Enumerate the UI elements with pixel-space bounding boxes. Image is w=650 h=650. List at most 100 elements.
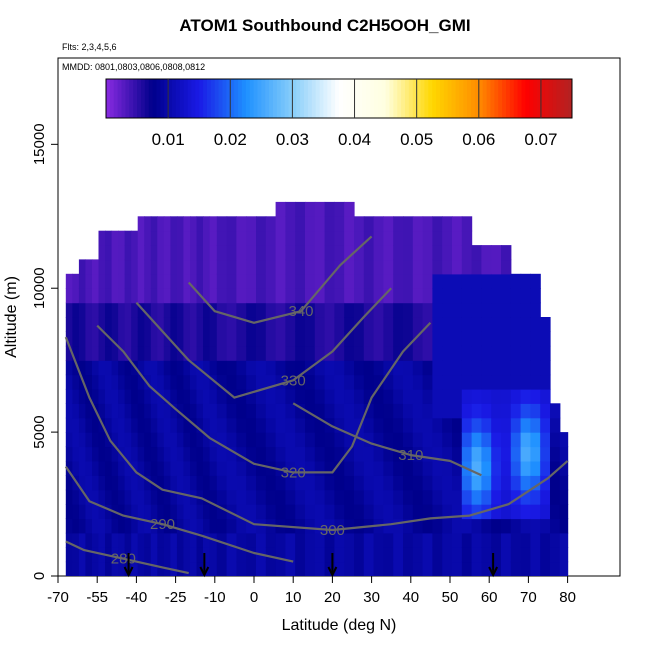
heatmap-cell (256, 489, 267, 505)
heatmap-cell (481, 302, 492, 318)
heatmap-cell (393, 489, 404, 505)
heatmap-cell (124, 460, 132, 476)
heatmap-cell (363, 273, 375, 289)
heatmap-cell (471, 504, 482, 520)
heatmap-cell (98, 388, 106, 404)
heatmap-cell (403, 417, 414, 433)
heatmap-cell (163, 302, 171, 318)
heatmap-cell (111, 446, 119, 462)
heatmap-cell (209, 374, 218, 390)
heatmap-cell (432, 475, 443, 491)
heatmap-cell (144, 259, 152, 275)
theta-contour-line (292, 402, 482, 477)
heatmap-cell (163, 331, 171, 347)
heatmap-cell (170, 259, 178, 275)
heatmap-cell (559, 532, 569, 548)
heatmap-cell (265, 216, 277, 232)
heatmap-cell (363, 245, 375, 261)
heatmap-cell (324, 259, 335, 275)
heatmap-cell (183, 245, 191, 261)
heatmap-cell (510, 403, 522, 419)
heatmap-cell (540, 374, 551, 390)
heatmap-cell (111, 360, 119, 376)
heatmap-cell (510, 331, 522, 347)
colorbar-tick-label: 0.07 (524, 130, 557, 149)
colorbar-segment (447, 79, 453, 118)
heatmap-cell (510, 547, 522, 563)
heatmap-cell (85, 317, 93, 332)
heatmap-cell (305, 201, 316, 217)
heatmap-cell (403, 561, 414, 576)
heatmap-cell (422, 518, 433, 534)
heatmap-cell (265, 475, 277, 491)
heatmap-cell (150, 561, 158, 576)
heatmap-cell (452, 345, 463, 361)
heatmap-cell (530, 504, 541, 520)
heatmap-cell (305, 345, 316, 361)
heatmap-cell (209, 331, 218, 347)
heatmap-cell (403, 518, 414, 534)
heatmap-cell (209, 403, 218, 419)
heatmap-cell (92, 259, 100, 275)
heatmap-cell (256, 460, 267, 476)
heatmap-cell (190, 432, 198, 448)
heatmap-cell (275, 345, 286, 361)
heatmap-cell (246, 374, 257, 390)
heatmap-cell (324, 446, 335, 462)
heatmap-cell (246, 317, 257, 332)
heatmap-cell (65, 475, 73, 491)
heatmap-cell (324, 532, 335, 548)
heatmap-cell (403, 475, 414, 491)
heatmap-cell (216, 532, 228, 548)
heatmap-cell (78, 259, 86, 275)
heatmap-cell (383, 561, 394, 576)
heatmap-cell (501, 460, 512, 476)
theta-contour-label: 320 (281, 464, 306, 481)
heatmap-cell (98, 489, 106, 505)
colorbar-segment (424, 79, 429, 118)
heatmap-cell (246, 460, 257, 476)
x-tick-label: -40 (126, 589, 148, 606)
heatmap-cell (209, 504, 218, 520)
heatmap-cell (344, 317, 355, 332)
colorbar-segment (175, 79, 181, 118)
heatmap-cell (452, 403, 463, 419)
heatmap-cell (334, 201, 345, 217)
heatmap-cell (432, 331, 443, 347)
theta-contour-line (64, 336, 569, 532)
heatmap-cell (137, 360, 145, 376)
heatmap-cell (209, 317, 218, 332)
heatmap-cell (176, 273, 184, 289)
heatmap-cell (373, 317, 384, 332)
heatmap-cell (550, 489, 561, 505)
heatmap-cell (157, 475, 165, 491)
heatmap-cell (344, 216, 355, 232)
heatmap-cell (501, 547, 512, 563)
heatmap-cell (78, 446, 86, 462)
heatmap-cell (226, 561, 237, 576)
colorbar-segment (234, 79, 239, 118)
x-tick-label: 70 (520, 589, 537, 606)
heatmap-cell (285, 288, 296, 304)
heatmap-cell (432, 460, 443, 476)
heatmap-cell (344, 432, 355, 448)
colorbar-segment (249, 79, 255, 118)
heatmap-cell (442, 331, 453, 347)
heatmap-cell (520, 345, 531, 361)
heatmap-cell (530, 417, 541, 433)
heatmap-cell (131, 504, 139, 520)
heatmap-cell (236, 446, 247, 462)
heatmap-cell (305, 504, 316, 520)
heatmap-cell (559, 475, 569, 491)
heatmap-cell (344, 518, 355, 534)
heatmap-cell (275, 388, 286, 404)
heatmap-cell (246, 331, 257, 347)
heatmap-cell (501, 504, 512, 520)
heatmap-cell (442, 374, 453, 390)
heatmap-cell (461, 504, 473, 520)
heatmap-cell (442, 432, 453, 448)
colorbar-segment (327, 79, 332, 118)
heatmap-cell (144, 547, 152, 563)
heatmap-cell (118, 245, 126, 261)
heatmap-cell (150, 403, 158, 419)
